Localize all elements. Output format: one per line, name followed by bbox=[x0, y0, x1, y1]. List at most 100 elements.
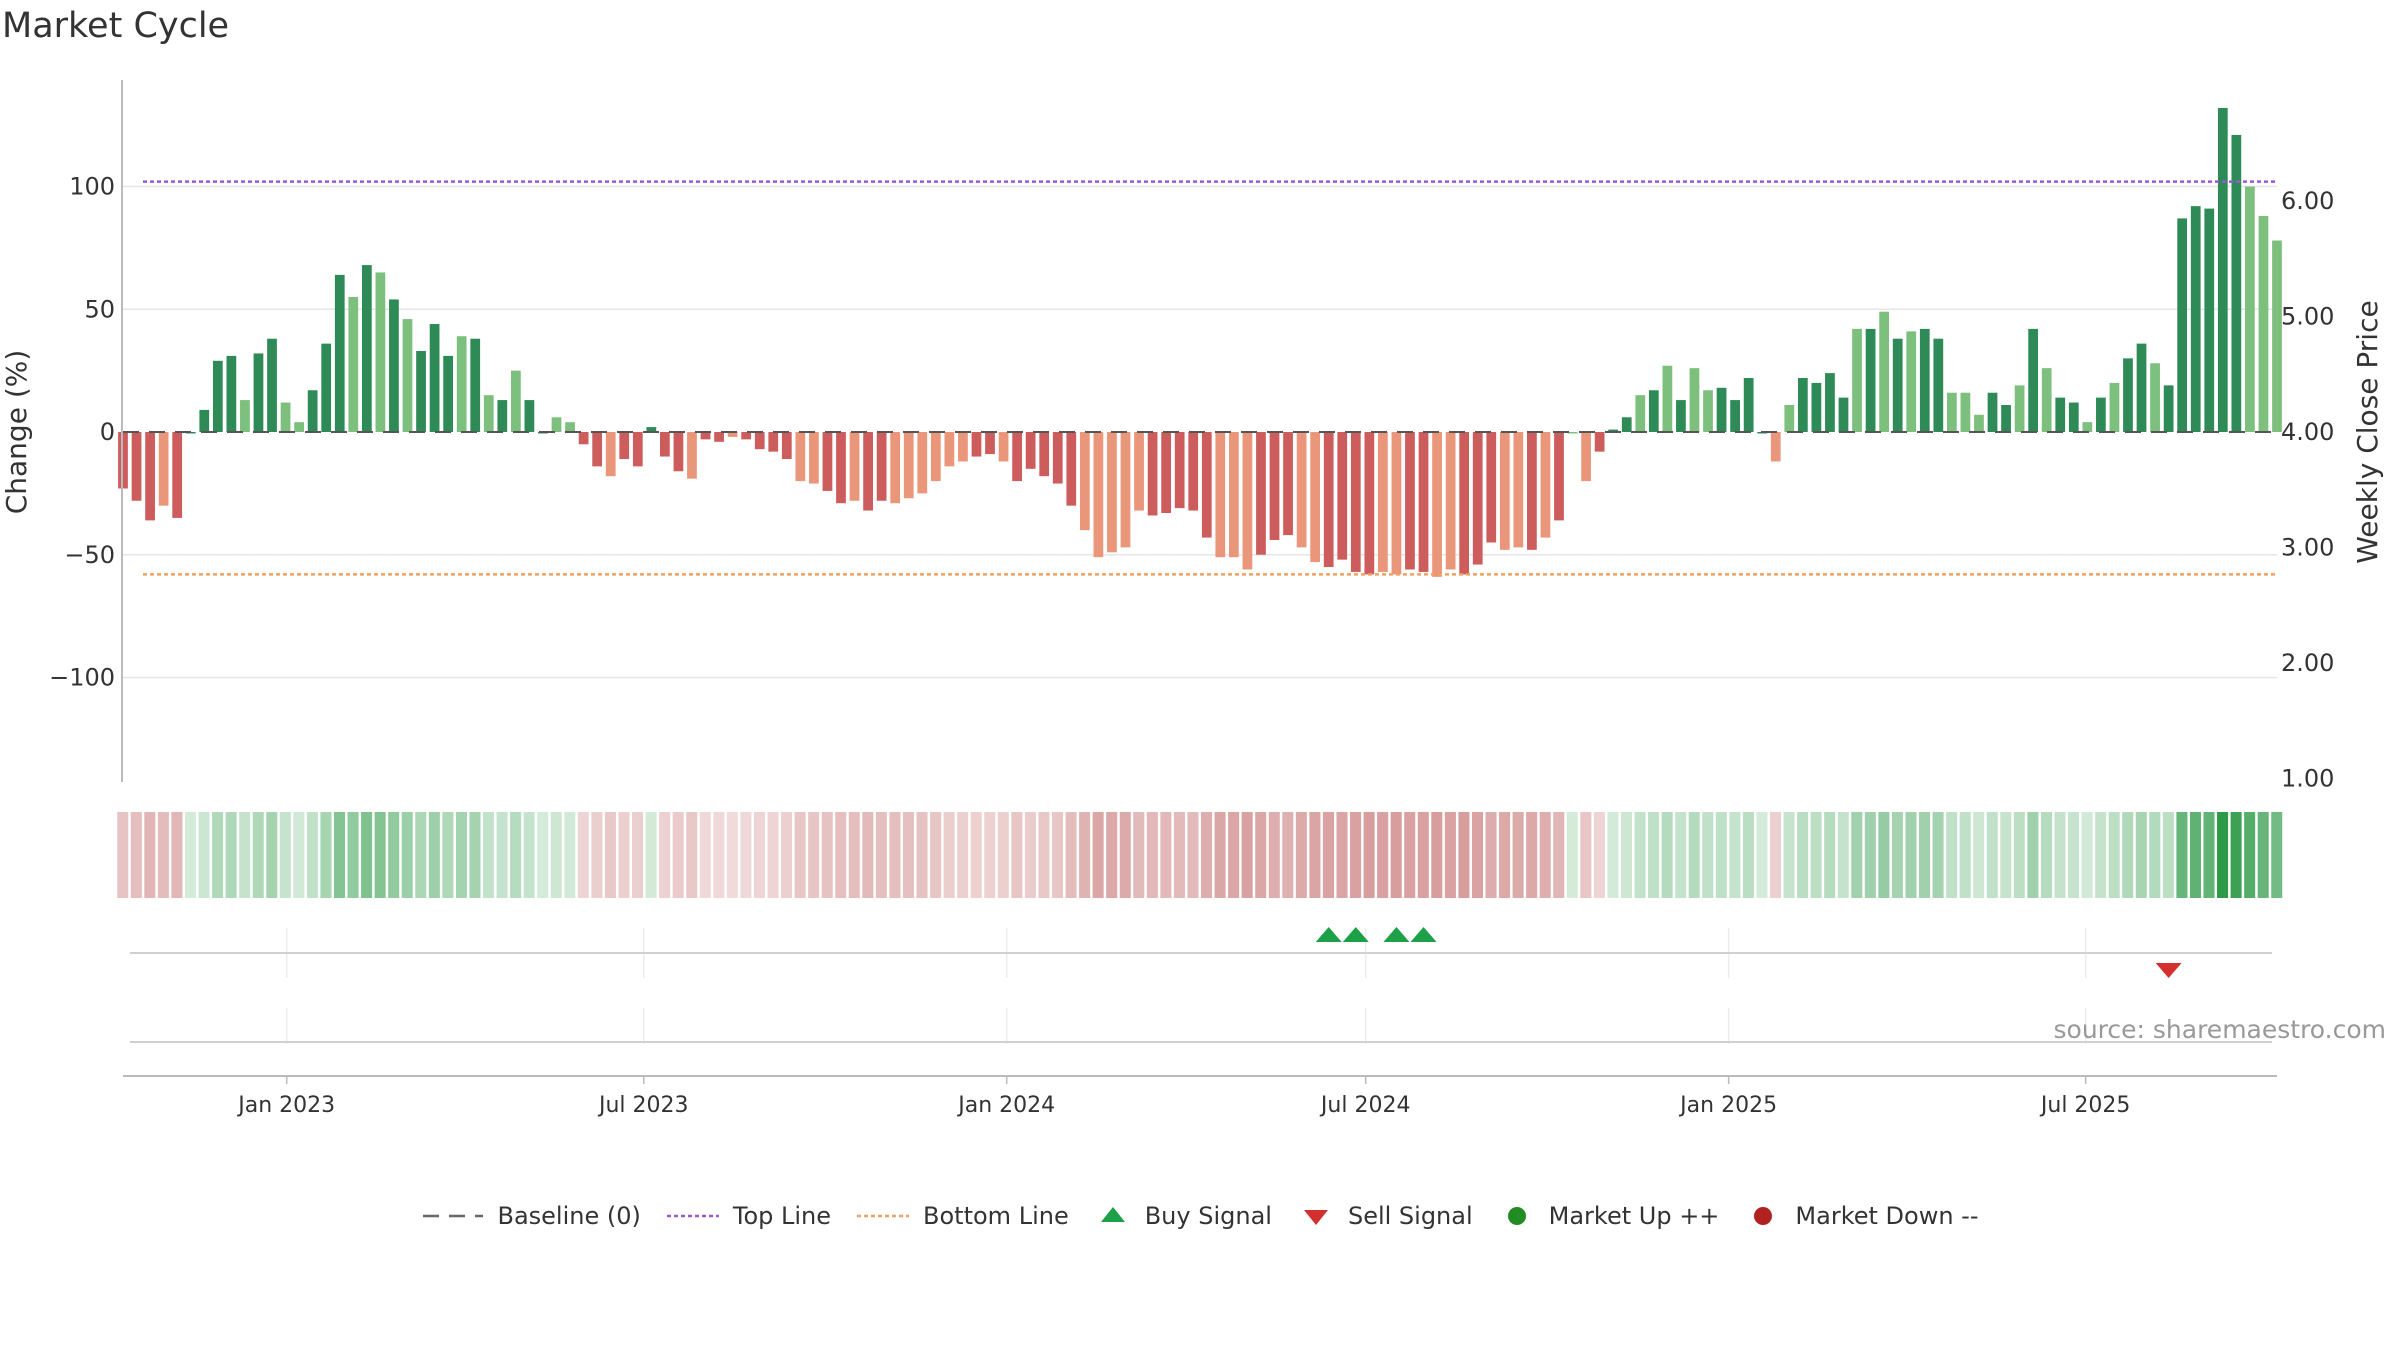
regime-cell bbox=[483, 812, 495, 898]
change-bar bbox=[1188, 432, 1199, 511]
change-bar bbox=[863, 432, 873, 511]
regime-cell bbox=[2081, 812, 2093, 898]
change-bar bbox=[971, 432, 982, 457]
change-bar bbox=[1107, 432, 1117, 553]
change-bar bbox=[1960, 392, 1971, 432]
regime-cell bbox=[1119, 812, 1131, 898]
regime-cell bbox=[1282, 812, 1294, 898]
baseline-swatch bbox=[423, 1214, 484, 1218]
change-bar bbox=[510, 370, 521, 433]
change-bar bbox=[1472, 432, 1483, 565]
regime-cell bbox=[1499, 812, 1511, 898]
regime-cell bbox=[117, 812, 129, 898]
regime-cell bbox=[1336, 812, 1348, 898]
change-bar bbox=[1432, 432, 1442, 577]
change-bar bbox=[632, 432, 643, 467]
change-bar bbox=[876, 432, 887, 501]
regime-cell bbox=[781, 812, 793, 898]
change-bar bbox=[565, 422, 575, 432]
legend-sell: Sell Signal bbox=[1296, 1202, 1473, 1230]
regime-cell bbox=[144, 812, 156, 898]
regime-cell bbox=[1539, 812, 1551, 898]
change-bar bbox=[524, 400, 535, 432]
regime-cell bbox=[184, 812, 197, 898]
buy-signal-marker bbox=[1315, 927, 1342, 942]
change-bar bbox=[930, 432, 941, 482]
change-bar bbox=[348, 296, 359, 433]
legend-bottom-line: Bottom Line bbox=[855, 1202, 1069, 1230]
regime-cell bbox=[753, 812, 765, 898]
change-bar bbox=[470, 338, 481, 432]
change-bar bbox=[375, 272, 386, 432]
change-bar bbox=[1865, 328, 1876, 432]
regime-cell bbox=[1932, 812, 1944, 898]
change-bar bbox=[334, 274, 345, 432]
regime-cell bbox=[510, 812, 522, 898]
regime-cell bbox=[1377, 812, 1389, 898]
regime-cell bbox=[1390, 812, 1402, 898]
regime-cell bbox=[713, 812, 725, 898]
buy-signal-marker bbox=[1383, 927, 1410, 942]
regime-cell bbox=[1769, 812, 1782, 898]
regime-cell bbox=[1444, 812, 1456, 898]
change-bar bbox=[429, 323, 440, 432]
y2-axis-title: Weekly Close Price bbox=[2351, 300, 2384, 563]
change-bar bbox=[361, 265, 372, 432]
change-bar bbox=[1323, 432, 1334, 568]
change-bar bbox=[2258, 215, 2269, 432]
change-bar bbox=[1418, 432, 1429, 572]
change-bar bbox=[2082, 422, 2093, 432]
regime-cell bbox=[455, 812, 467, 898]
regime-cell bbox=[374, 812, 386, 898]
regime-cell bbox=[902, 812, 915, 898]
x-tick-label: Jul 2023 bbox=[597, 1093, 689, 1118]
change-bar bbox=[1445, 432, 1456, 570]
change-bar bbox=[1215, 432, 1226, 558]
regime-cell bbox=[2027, 812, 2039, 898]
change-bar bbox=[1120, 432, 1131, 548]
regime-cell bbox=[1038, 812, 1050, 898]
regime-cell bbox=[672, 812, 684, 898]
change-bar bbox=[456, 336, 467, 432]
change-bar bbox=[1134, 432, 1144, 511]
regime-cell bbox=[699, 812, 711, 898]
regime-cell bbox=[428, 812, 440, 898]
change-bar bbox=[1594, 432, 1605, 452]
change-bar bbox=[2204, 208, 2215, 432]
change-bar bbox=[2231, 134, 2242, 432]
change-bar bbox=[1513, 432, 1524, 548]
change-bar bbox=[1066, 432, 1077, 506]
change-bar bbox=[1378, 432, 1388, 572]
regime-cell bbox=[442, 812, 454, 898]
buy-signal-marker bbox=[1342, 927, 1369, 942]
regime-cell bbox=[1648, 812, 1660, 898]
down-dot-icon bbox=[1754, 1207, 1773, 1225]
regime-cell bbox=[2000, 812, 2012, 898]
legend-buy-label: Buy Signal bbox=[1144, 1202, 1272, 1230]
y-tick-label: 0 bbox=[100, 418, 115, 446]
regime-cell bbox=[415, 812, 427, 898]
change-bar bbox=[1662, 365, 1673, 432]
change-bar bbox=[1919, 328, 1930, 432]
change-bar bbox=[1703, 390, 1713, 432]
regime-cell bbox=[591, 812, 603, 898]
change-bar bbox=[1364, 432, 1375, 575]
change-bar bbox=[1730, 400, 1740, 432]
change-bar bbox=[280, 402, 291, 432]
change-bar bbox=[1174, 432, 1185, 509]
regime-cell bbox=[1485, 812, 1497, 898]
y-axis-title: Change (%) bbox=[0, 350, 33, 515]
regime-cell bbox=[2189, 812, 2201, 898]
x-axis: Jan 2023 Jul 2023 Jan 2024 Jul 2024 Jan 2025… bbox=[123, 1075, 2277, 1118]
regime-cell bbox=[266, 812, 278, 898]
change-bar bbox=[158, 432, 169, 506]
regime-cell bbox=[1973, 812, 1985, 898]
regime-cell bbox=[604, 812, 616, 898]
change-bar bbox=[2217, 107, 2228, 432]
change-bar bbox=[1269, 432, 1280, 541]
change-bar bbox=[836, 432, 846, 504]
regime-cell bbox=[984, 812, 996, 898]
change-bar bbox=[2096, 397, 2106, 432]
regime-cell bbox=[2162, 812, 2174, 898]
change-bar bbox=[1459, 432, 1470, 575]
